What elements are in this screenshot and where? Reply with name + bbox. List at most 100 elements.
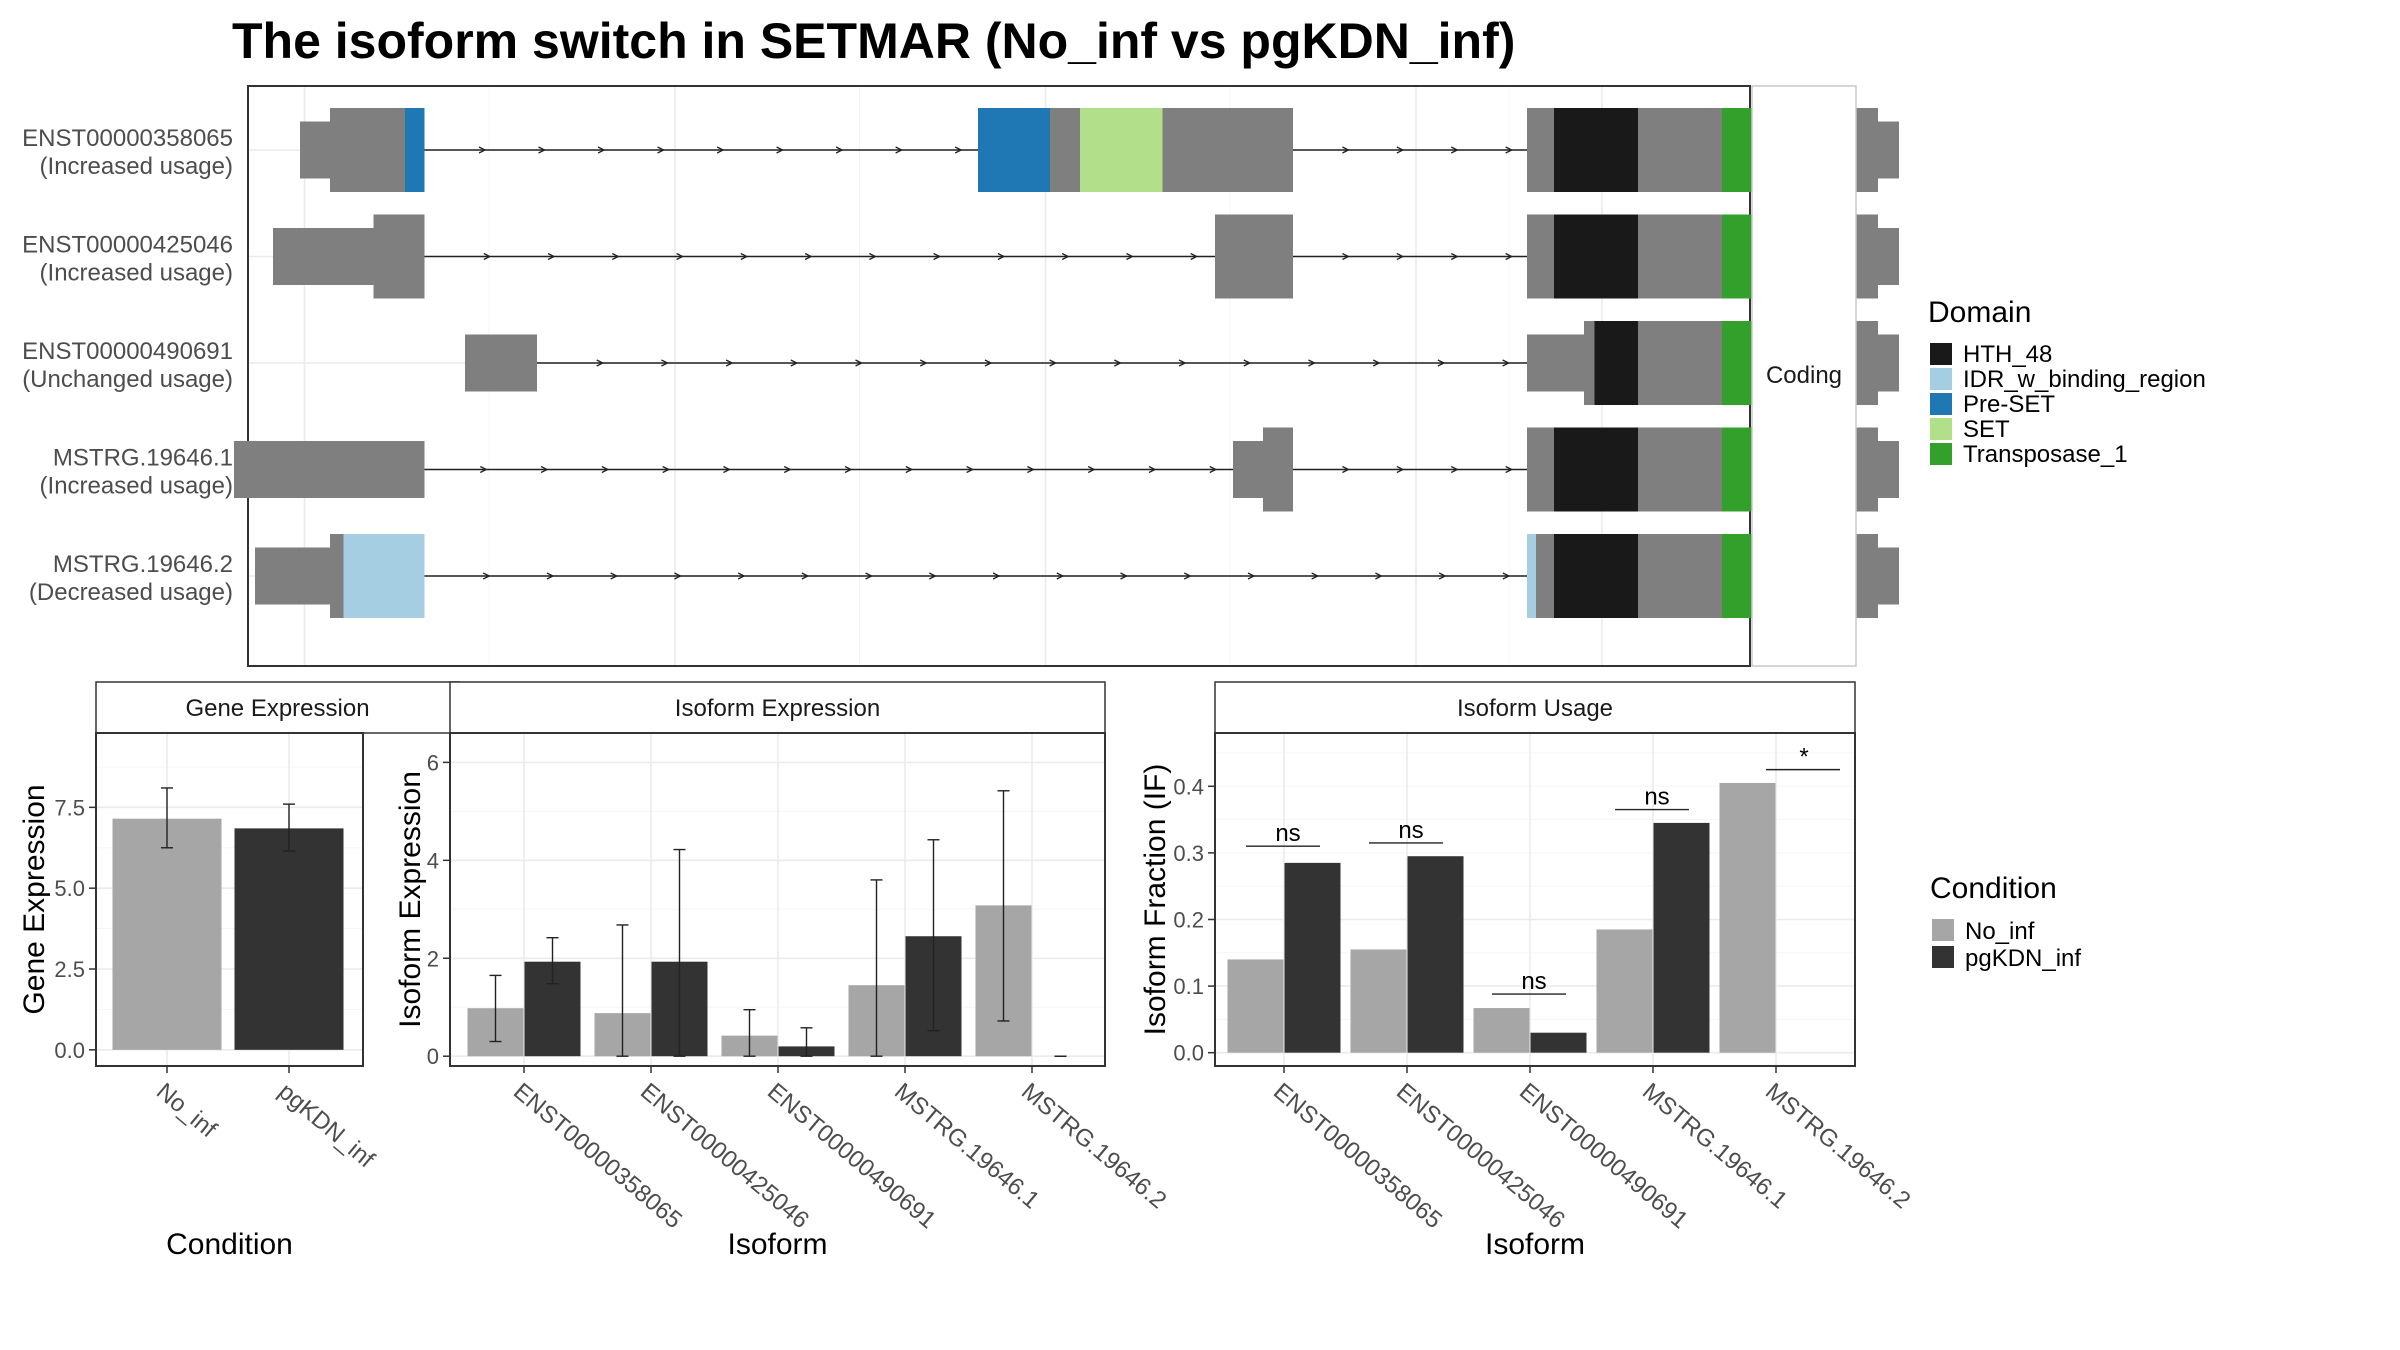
exon-block [465,334,537,392]
intron-arrow [1209,465,1218,474]
bar [1350,949,1407,1053]
intron-arrow [919,359,928,367]
domain-legend-swatch [1930,368,1952,390]
intron-arrow [790,359,799,367]
intron-arrow [954,146,963,154]
intron-arrow [1120,572,1128,580]
exon-block [1050,108,1080,192]
bar [1407,856,1464,1053]
intron-arrow [1087,465,1096,474]
domain-legend-items: HTH_48IDR_w_binding_regionPre-SETSETTran… [1930,341,2206,468]
strip-label-coding: Coding [1766,362,1842,389]
intron-arrow [1183,572,1192,580]
intron-arrow [844,465,853,474]
isoform-id-label: ENST00000490691 [22,338,233,365]
exon-block [330,534,344,618]
intron-arrow [737,572,746,580]
intron-arrow [1450,252,1459,261]
exon-block [1638,321,1722,405]
intron-arrow [1342,465,1350,474]
domain-block [1554,534,1638,618]
domain-legend-swatch [1930,393,1952,415]
intron-arrow [997,252,1006,261]
intron-arrow [1372,359,1381,367]
intron-arrow [1190,252,1199,261]
significance-label: * [1799,744,1808,771]
domain-block [405,108,425,192]
condition-legend-title: Condition [1930,872,2057,905]
intron-arrow [905,465,914,474]
exon-block [300,121,330,179]
intron-arrow [1027,465,1035,474]
intron-arrow [1375,572,1383,580]
y-axis-label: Isoform Expression [394,771,427,1028]
exon-block [1638,534,1722,618]
exon-block [234,441,425,498]
y-tick-label: 0.0 [54,1038,85,1063]
y-tick-label: 0 [427,1044,439,1069]
intron-arrow [933,252,942,261]
exon-block [1878,441,1899,498]
y-axis-label: Isoform Fraction (IF) [1139,764,1172,1036]
condition-legend-swatch [1932,946,1954,968]
y-axis-label: Gene Expression [18,784,51,1014]
exon-block [373,214,425,299]
y-tick-label: 2 [427,946,439,971]
significance-label: ns [1644,784,1669,811]
domain-block [1594,321,1638,405]
exon-block [1878,121,1899,179]
isoform-usage-label: (Decreased usage) [29,579,233,606]
panel-strip [95,681,460,734]
intron-arrow [895,146,904,154]
panel-title: Isoform Expression [675,695,880,722]
condition-legend-label: No_inf [1965,918,2035,945]
intron-arrow [1342,146,1350,154]
panel-title: Gene Expression [185,695,369,722]
intron-arrow [1243,359,1252,367]
y-tick-label: 2.5 [54,957,85,982]
exon-block [273,228,374,285]
isoform-usage-label: (Increased usage) [40,153,233,180]
isoform-usage-label: (Increased usage) [40,260,233,287]
significance-label: ns [1521,968,1546,995]
exon-block [1878,547,1899,605]
domain-block [1554,214,1638,299]
domain-block [343,534,425,618]
intron-arrow [1049,359,1058,367]
intron-arrow [1308,359,1316,367]
intron-arrow [538,146,546,154]
domain-block [1554,108,1638,192]
figure-title: The isoform switch in SETMAR (No_inf vs … [232,13,1515,69]
intron-arrow [1396,146,1405,154]
intron-arrow [725,359,734,367]
domain-block [978,108,1050,192]
domain-block [1527,534,1536,618]
domain-legend-label: Transposase_1 [1963,441,2128,468]
intron-arrow [1505,465,1514,474]
isoform-usage-label: (Unchanged usage) [22,366,233,393]
y-tick-label: 0.2 [1173,907,1204,932]
intron-arrow [801,572,810,580]
bar [112,818,222,1050]
intron-arrow [657,146,666,154]
intron-arrow [1342,252,1350,261]
intron-arrow [869,252,877,261]
domain-legend-swatch [1930,418,1952,440]
intron-arrow [1450,465,1459,474]
domain-block [1080,108,1163,192]
y-tick-label: 0.3 [1173,841,1204,866]
intron-arrow [601,465,610,474]
domain-legend-title: Domain [1928,296,2031,329]
structure-strip [1751,85,1857,667]
intron-arrow [610,572,619,580]
intron-arrow [540,465,549,474]
y-tick-label: 4 [427,848,439,873]
bar [1284,862,1341,1053]
domain-legend-label: IDR_w_binding_region [1963,366,2206,393]
y-tick-label: 0.4 [1173,774,1204,799]
intron-arrow [723,465,731,474]
isoform-usage-label: (Increased usage) [40,473,233,500]
intron-arrow [1505,146,1514,154]
